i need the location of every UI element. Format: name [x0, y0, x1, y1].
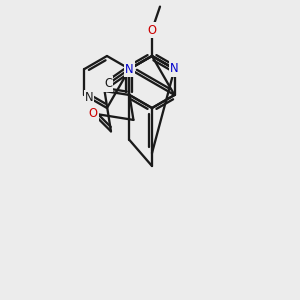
Text: N: N	[125, 62, 134, 76]
Text: C: C	[104, 77, 112, 90]
Text: N: N	[170, 62, 179, 76]
Text: O: O	[88, 107, 98, 120]
Text: O: O	[148, 23, 157, 37]
Text: N: N	[85, 91, 93, 104]
